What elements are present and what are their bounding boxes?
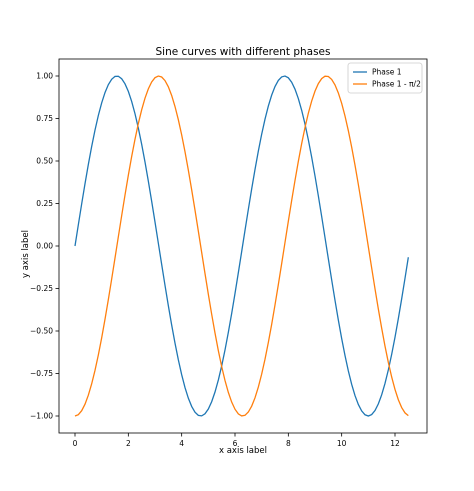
legend-label-1: Phase 1 bbox=[372, 68, 402, 77]
y-tick-label: 0.75 bbox=[36, 114, 53, 123]
legend-box bbox=[347, 62, 423, 94]
x-tick-label: 4 bbox=[179, 439, 184, 448]
x-tick-label: 2 bbox=[126, 439, 131, 448]
x-tick-label: 6 bbox=[233, 439, 238, 448]
plot-area bbox=[74, 75, 409, 417]
y-tick-label: −1.00 bbox=[30, 412, 53, 421]
x-tick-label: 10 bbox=[337, 439, 347, 448]
y-tick-label: 0.00 bbox=[36, 242, 53, 251]
y-tick-label: 1.00 bbox=[36, 72, 53, 81]
y-tick-label: −0.75 bbox=[30, 369, 53, 378]
x-axis-label: x axis label bbox=[219, 446, 267, 456]
chart-title: Sine curves with different phases bbox=[156, 46, 331, 58]
y-tick-label: 0.25 bbox=[36, 199, 53, 208]
legend: Phase 1 Phase 1 - π/2 bbox=[347, 62, 423, 94]
y-axis-label: y axis label bbox=[21, 230, 31, 278]
x-axis-ticks: 0 2 4 6 8 10 12 bbox=[73, 433, 400, 448]
y-axis-ticks: −1.00 −0.75 −0.50 −0.25 0.00 0.25 0.50 0.75 1.00 bbox=[30, 72, 59, 421]
y-tick-label: 0.50 bbox=[36, 157, 53, 166]
series-line-1 bbox=[74, 75, 409, 417]
legend-label-2: Phase 1 - π/2 bbox=[372, 80, 421, 89]
x-tick-label: 12 bbox=[390, 439, 400, 448]
x-tick-label: 0 bbox=[73, 439, 78, 448]
y-tick-label: −0.25 bbox=[30, 284, 53, 293]
series-line-2 bbox=[74, 75, 409, 417]
x-tick-label: 8 bbox=[286, 439, 291, 448]
y-tick-label: −0.50 bbox=[30, 327, 53, 336]
